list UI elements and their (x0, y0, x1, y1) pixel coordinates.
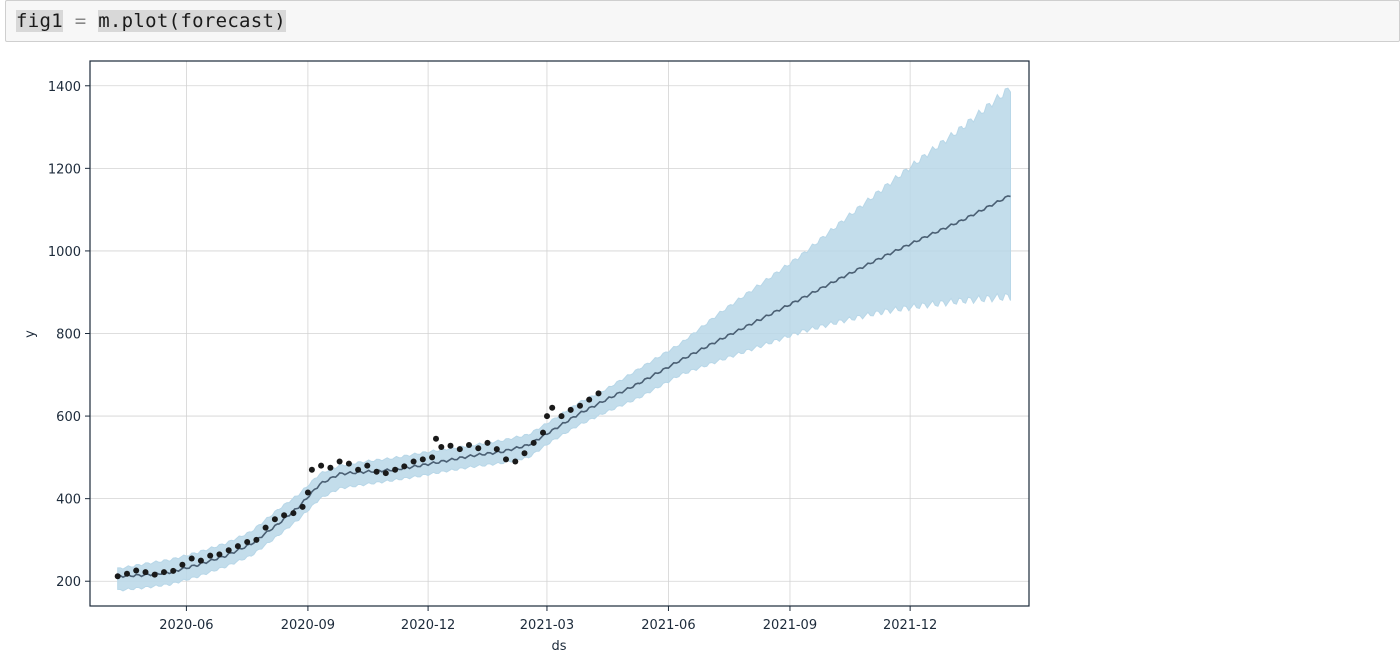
observed-point (179, 561, 186, 568)
observed-point (456, 446, 463, 453)
observed-point (512, 458, 519, 465)
observed-point (586, 396, 593, 403)
x-tick-label: 2021-12 (883, 618, 937, 633)
observed-point (327, 464, 334, 471)
y-tick-label: 1400 (48, 80, 81, 95)
observed-point (253, 536, 260, 543)
observed-point (567, 406, 574, 413)
observed-point (188, 555, 195, 562)
observed-point (197, 557, 204, 564)
observed-point (207, 552, 214, 559)
observed-point (271, 516, 278, 523)
observed-point (544, 413, 550, 420)
observed-point (549, 404, 556, 411)
observed-point (216, 551, 223, 558)
observed-point (355, 466, 362, 473)
observed-point (493, 446, 500, 453)
observed-point (401, 463, 408, 470)
observed-point (142, 569, 149, 576)
code-assignment-operator: = (62, 10, 99, 32)
observed-point (299, 503, 306, 510)
y-axis-ticks: 200 400 600 800 1000 1200 1400 (48, 80, 90, 590)
observed-point (225, 547, 232, 554)
observed-point (433, 435, 439, 442)
observed-point (438, 444, 445, 450)
code-variable: fig1 (16, 10, 63, 32)
y-tick-label: 1000 (48, 245, 81, 260)
observed-point (429, 454, 436, 461)
observed-point (595, 390, 602, 397)
code-plot-call: m.plot(forecast) (98, 10, 287, 32)
observed-point (318, 462, 325, 469)
observed-point (410, 458, 417, 465)
x-tick-label: 2020-12 (401, 618, 455, 633)
code-line[interactable]: fig1 = m.plot(forecast) (16, 10, 287, 32)
observed-point (290, 510, 297, 517)
x-axis-ticks: 2020-06 2020-09 2020-12 2021-03 2021-06 2021-… (159, 606, 937, 633)
x-tick-label: 2021-03 (520, 618, 574, 633)
x-tick-label: 2021-09 (763, 618, 817, 633)
observed-point (308, 466, 315, 473)
observed-point (133, 567, 140, 574)
observed-point (419, 456, 426, 463)
observed-point (540, 429, 546, 436)
x-axis-label: ds (551, 639, 566, 653)
observed-point (161, 569, 167, 576)
observed-point (530, 439, 537, 446)
observed-point (521, 450, 528, 457)
observed-point (114, 573, 121, 580)
observed-point (475, 445, 482, 452)
y-tick-label: 400 (56, 493, 81, 508)
observed-point (262, 524, 269, 531)
observed-point (558, 413, 565, 420)
x-tick-label: 2020-09 (281, 618, 335, 633)
observed-points (114, 390, 602, 580)
y-tick-label: 1200 (48, 162, 81, 177)
y-tick-label: 200 (56, 575, 81, 590)
x-tick-label: 2020-06 (159, 618, 213, 633)
observed-point (364, 462, 371, 469)
observed-point (281, 512, 288, 519)
observed-point (577, 402, 583, 409)
observed-point (124, 570, 130, 577)
observed-point (484, 439, 491, 446)
forecast-line (117, 195, 1011, 579)
grid-lines (90, 61, 1029, 606)
observed-point (447, 442, 454, 449)
code-cell[interactable]: fig1 = m.plot(forecast) (5, 0, 1400, 42)
y-tick-label: 800 (56, 328, 81, 343)
y-axis-label: y (23, 330, 38, 338)
observed-point (503, 456, 509, 463)
observed-point (336, 458, 343, 465)
observed-point (234, 543, 241, 550)
observed-point (244, 539, 251, 545)
observed-point (373, 468, 380, 475)
x-tick-label: 2021-06 (641, 618, 695, 633)
observed-point (304, 489, 311, 496)
observed-point (466, 442, 472, 448)
uncertainty-band-edge (117, 87, 1011, 592)
uncertainty-band (117, 88, 1011, 591)
observed-point (392, 466, 399, 473)
observed-point (151, 571, 158, 578)
observed-point (345, 460, 352, 467)
observed-point (170, 567, 177, 574)
observed-point (382, 470, 389, 477)
y-tick-label: 600 (56, 410, 81, 425)
